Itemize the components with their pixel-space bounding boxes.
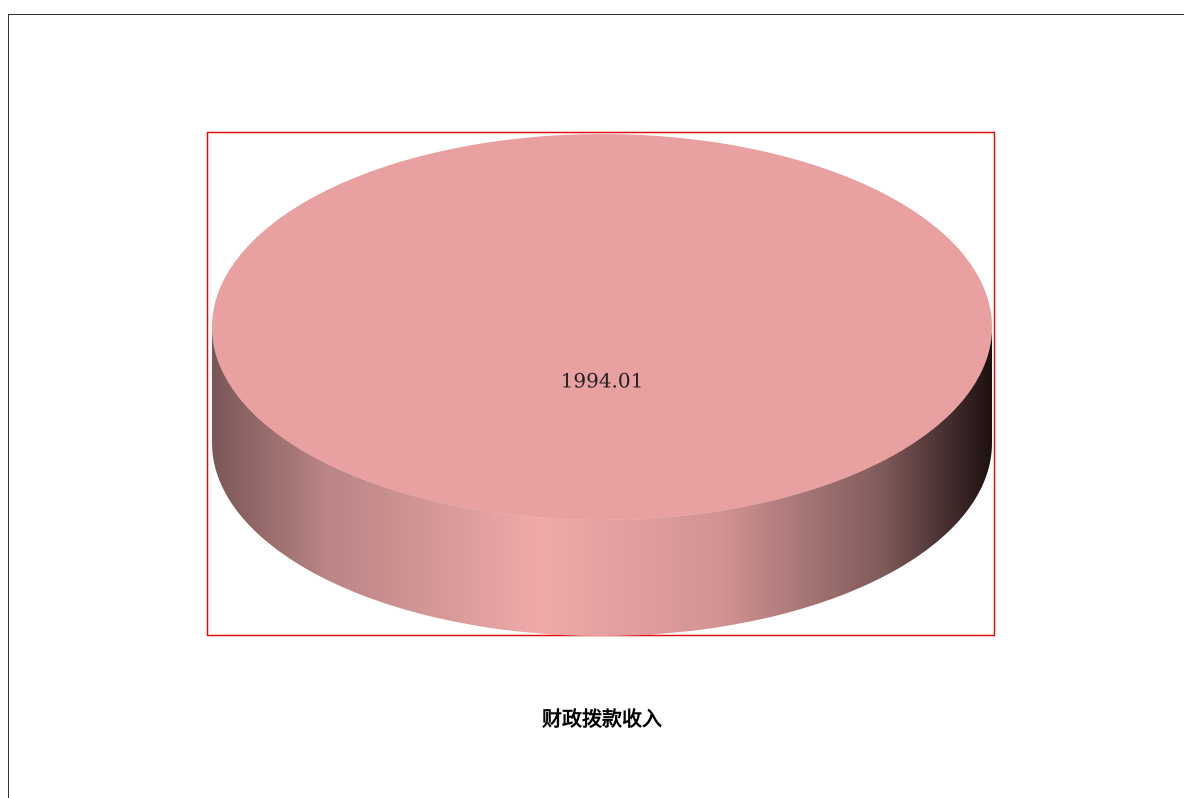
pie-side [212,327,992,636]
chart-title: 财政拨款收入 [542,707,662,731]
pie: 1994.01 [212,134,992,636]
data-label: 1994.01 [561,369,644,393]
page-border [8,14,1184,798]
pie-slice [212,134,992,520]
